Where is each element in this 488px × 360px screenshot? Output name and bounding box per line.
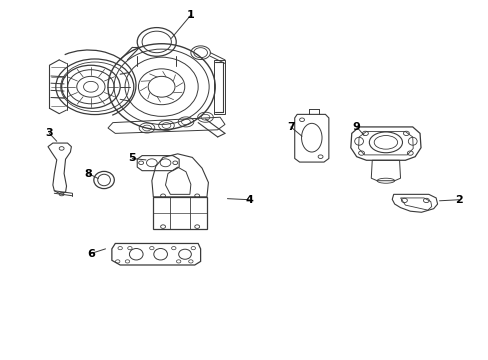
Text: 6: 6	[87, 248, 95, 258]
Text: 4: 4	[245, 195, 253, 205]
Text: 3: 3	[45, 129, 53, 138]
Text: 5: 5	[128, 153, 136, 163]
Text: 7: 7	[286, 122, 294, 132]
Text: 2: 2	[454, 195, 462, 205]
Bar	[214, 60, 224, 114]
Bar	[153, 197, 206, 229]
Text: 9: 9	[352, 122, 360, 132]
Text: 8: 8	[84, 168, 92, 179]
Text: 1: 1	[186, 10, 194, 20]
